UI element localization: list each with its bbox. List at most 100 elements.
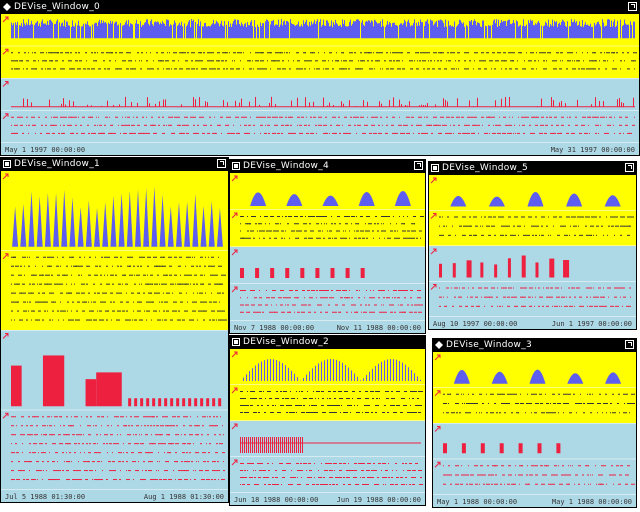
visualization-canvas[interactable] — [433, 352, 636, 495]
window-icon — [232, 338, 240, 346]
corner-arrow-icon — [430, 213, 437, 219]
corner-arrow-icon — [2, 16, 9, 23]
corner-arrow-icon — [2, 113, 9, 120]
view-panel[interactable] — [1, 171, 228, 252]
window-1-titlebar[interactable]: DEVise_Window_1 — [1, 158, 228, 170]
window-icon — [232, 162, 240, 170]
visualization-canvas[interactable] — [230, 173, 425, 321]
corner-arrow-icon — [231, 249, 238, 256]
corner-arrow-icon — [231, 387, 238, 394]
maximize-icon[interactable] — [217, 159, 226, 168]
view-panel[interactable] — [230, 284, 425, 321]
devise-window-5[interactable]: DEVise_Window_5 Aug 10 1997 00:00:00 Jun … — [428, 161, 637, 330]
view-panel[interactable] — [429, 281, 636, 318]
maximize-icon[interactable] — [625, 340, 634, 349]
view-panel[interactable] — [433, 352, 636, 389]
corner-arrow-icon — [2, 48, 9, 55]
devise-window-3[interactable]: DEVise_Window_3 May 1 1988 00:00:00 May 1… — [432, 338, 637, 508]
window-5-titlebar[interactable]: DEVise_Window_5 — [429, 162, 636, 174]
axis-start-label: May 1 1988 00:00:00 — [437, 498, 518, 506]
axis-start-label: Jul 5 1988 01:30:00 — [5, 493, 86, 501]
corner-arrow-icon — [434, 426, 441, 432]
maximize-icon[interactable] — [625, 163, 634, 172]
view-panel[interactable] — [1, 250, 228, 331]
axis-end-label: Nov 11 1988 00:00:00 — [336, 324, 421, 332]
axis-end-label: Aug 1 1988 01:30:00 — [143, 493, 224, 501]
view-panel[interactable] — [230, 457, 425, 493]
view-panel[interactable] — [230, 385, 425, 422]
axis-end-label: May 1 1988 00:00:00 — [551, 498, 632, 506]
corner-arrow-icon — [2, 333, 9, 339]
diamond-icon — [3, 3, 11, 11]
window-icon — [431, 164, 439, 172]
view-panel[interactable] — [1, 14, 639, 47]
window-0-titlebar[interactable]: DEVise_Window_0 — [1, 1, 639, 13]
window-1-title: DEVise_Window_1 — [14, 159, 101, 169]
axis-end-label: Jun 19 1988 00:00:00 — [336, 496, 421, 504]
time-axis: Aug 10 1997 00:00:00 Jun 1 1997 00:00:00 — [429, 317, 636, 329]
time-axis: Jun 18 1988 00:00:00 Jun 19 1988 00:00:00 — [230, 493, 425, 505]
window-1-content[interactable]: Jul 5 1988 01:30:00 Aug 1 1988 01:30:00 — [1, 171, 228, 502]
corner-arrow-icon — [434, 390, 441, 397]
view-panel[interactable] — [1, 78, 639, 112]
window-4-title: DEVise_Window_4 — [243, 161, 330, 171]
view-panel[interactable] — [433, 387, 636, 424]
axis-start-label: May 1 1997 00:00:00 — [5, 146, 86, 154]
maximize-icon[interactable] — [414, 161, 423, 170]
devise-window-4[interactable]: DEVise_Window_4 Nov 7 1988 00:00:00 Nov 1… — [229, 159, 426, 334]
window-5-title: DEVise_Window_5 — [442, 163, 529, 173]
time-axis: May 1 1997 00:00:00 May 31 1997 00:00:00 — [1, 143, 639, 155]
window-3-content[interactable]: May 1 1988 00:00:00 May 1 1988 00:00:00 — [433, 352, 636, 507]
corner-arrow-icon — [2, 412, 9, 419]
view-panel[interactable] — [1, 46, 639, 79]
axis-start-label: Jun 18 1988 00:00:00 — [234, 496, 319, 504]
visualization-canvas[interactable] — [1, 14, 639, 143]
view-panel[interactable] — [230, 247, 425, 285]
corner-arrow-icon — [231, 459, 238, 466]
corner-arrow-icon — [430, 177, 437, 184]
window-2-content[interactable]: Jun 18 1988 00:00:00 Jun 19 1988 00:00:00 — [230, 349, 425, 505]
view-panel[interactable] — [230, 421, 425, 458]
corner-arrow-icon — [231, 351, 238, 358]
corner-arrow-icon — [430, 248, 437, 255]
view-panel[interactable] — [1, 110, 639, 143]
view-panel[interactable] — [230, 210, 425, 248]
window-2-titlebar[interactable]: DEVise_Window_2 — [230, 336, 425, 348]
time-axis: May 1 1988 00:00:00 May 1 1988 00:00:00 — [433, 495, 636, 507]
window-5-content[interactable]: Aug 10 1997 00:00:00 Jun 1 1997 00:00:00 — [429, 175, 636, 329]
window-3-title: DEVise_Window_3 — [446, 340, 533, 350]
time-axis: Jul 5 1988 01:30:00 Aug 1 1988 01:30:00 — [1, 490, 228, 502]
devise-window-1[interactable]: DEVise_Window_1 Jul 5 1988 01:30:00 Aug 1… — [0, 157, 229, 503]
corner-arrow-icon — [2, 173, 9, 180]
axis-end-label: May 31 1997 00:00:00 — [550, 146, 635, 154]
view-panel[interactable] — [1, 330, 228, 411]
visualization-canvas[interactable] — [230, 349, 425, 493]
view-panel[interactable] — [429, 175, 636, 211]
window-0-content[interactable]: May 1 1997 00:00:00 May 31 1997 00:00:00 — [1, 14, 639, 155]
visualization-canvas[interactable] — [429, 175, 636, 317]
corner-arrow-icon — [231, 212, 238, 219]
corner-arrow-icon — [2, 81, 9, 87]
window-3-titlebar[interactable]: DEVise_Window_3 — [433, 339, 636, 351]
axis-start-label: Nov 7 1988 00:00:00 — [234, 324, 315, 332]
corner-arrow-icon — [430, 284, 437, 290]
view-panel[interactable] — [230, 173, 425, 211]
window-4-content[interactable]: Nov 7 1988 00:00:00 Nov 11 1988 00:00:00 — [230, 173, 425, 333]
view-panel[interactable] — [230, 349, 425, 386]
axis-start-label: Aug 10 1997 00:00:00 — [433, 320, 518, 328]
diamond-icon — [435, 341, 443, 349]
axis-end-label: Jun 1 1997 00:00:00 — [551, 320, 632, 328]
visualization-canvas[interactable] — [1, 171, 228, 490]
maximize-icon[interactable] — [628, 2, 637, 11]
devise-window-2[interactable]: DEVise_Window_2 Jun 18 1988 00:00:00 Jun … — [229, 335, 426, 506]
corner-arrow-icon — [231, 423, 238, 430]
view-panel[interactable] — [433, 459, 636, 495]
view-panel[interactable] — [429, 210, 636, 247]
window-4-titlebar[interactable]: DEVise_Window_4 — [230, 160, 425, 172]
corner-arrow-icon — [231, 286, 238, 293]
view-panel[interactable] — [1, 410, 228, 490]
devise-window-0[interactable]: DEVise_Window_0 May 1 1997 00:00:00 May 3… — [0, 0, 640, 156]
corner-arrow-icon — [434, 354, 441, 361]
view-panel[interactable] — [429, 246, 636, 282]
view-panel[interactable] — [433, 423, 636, 460]
